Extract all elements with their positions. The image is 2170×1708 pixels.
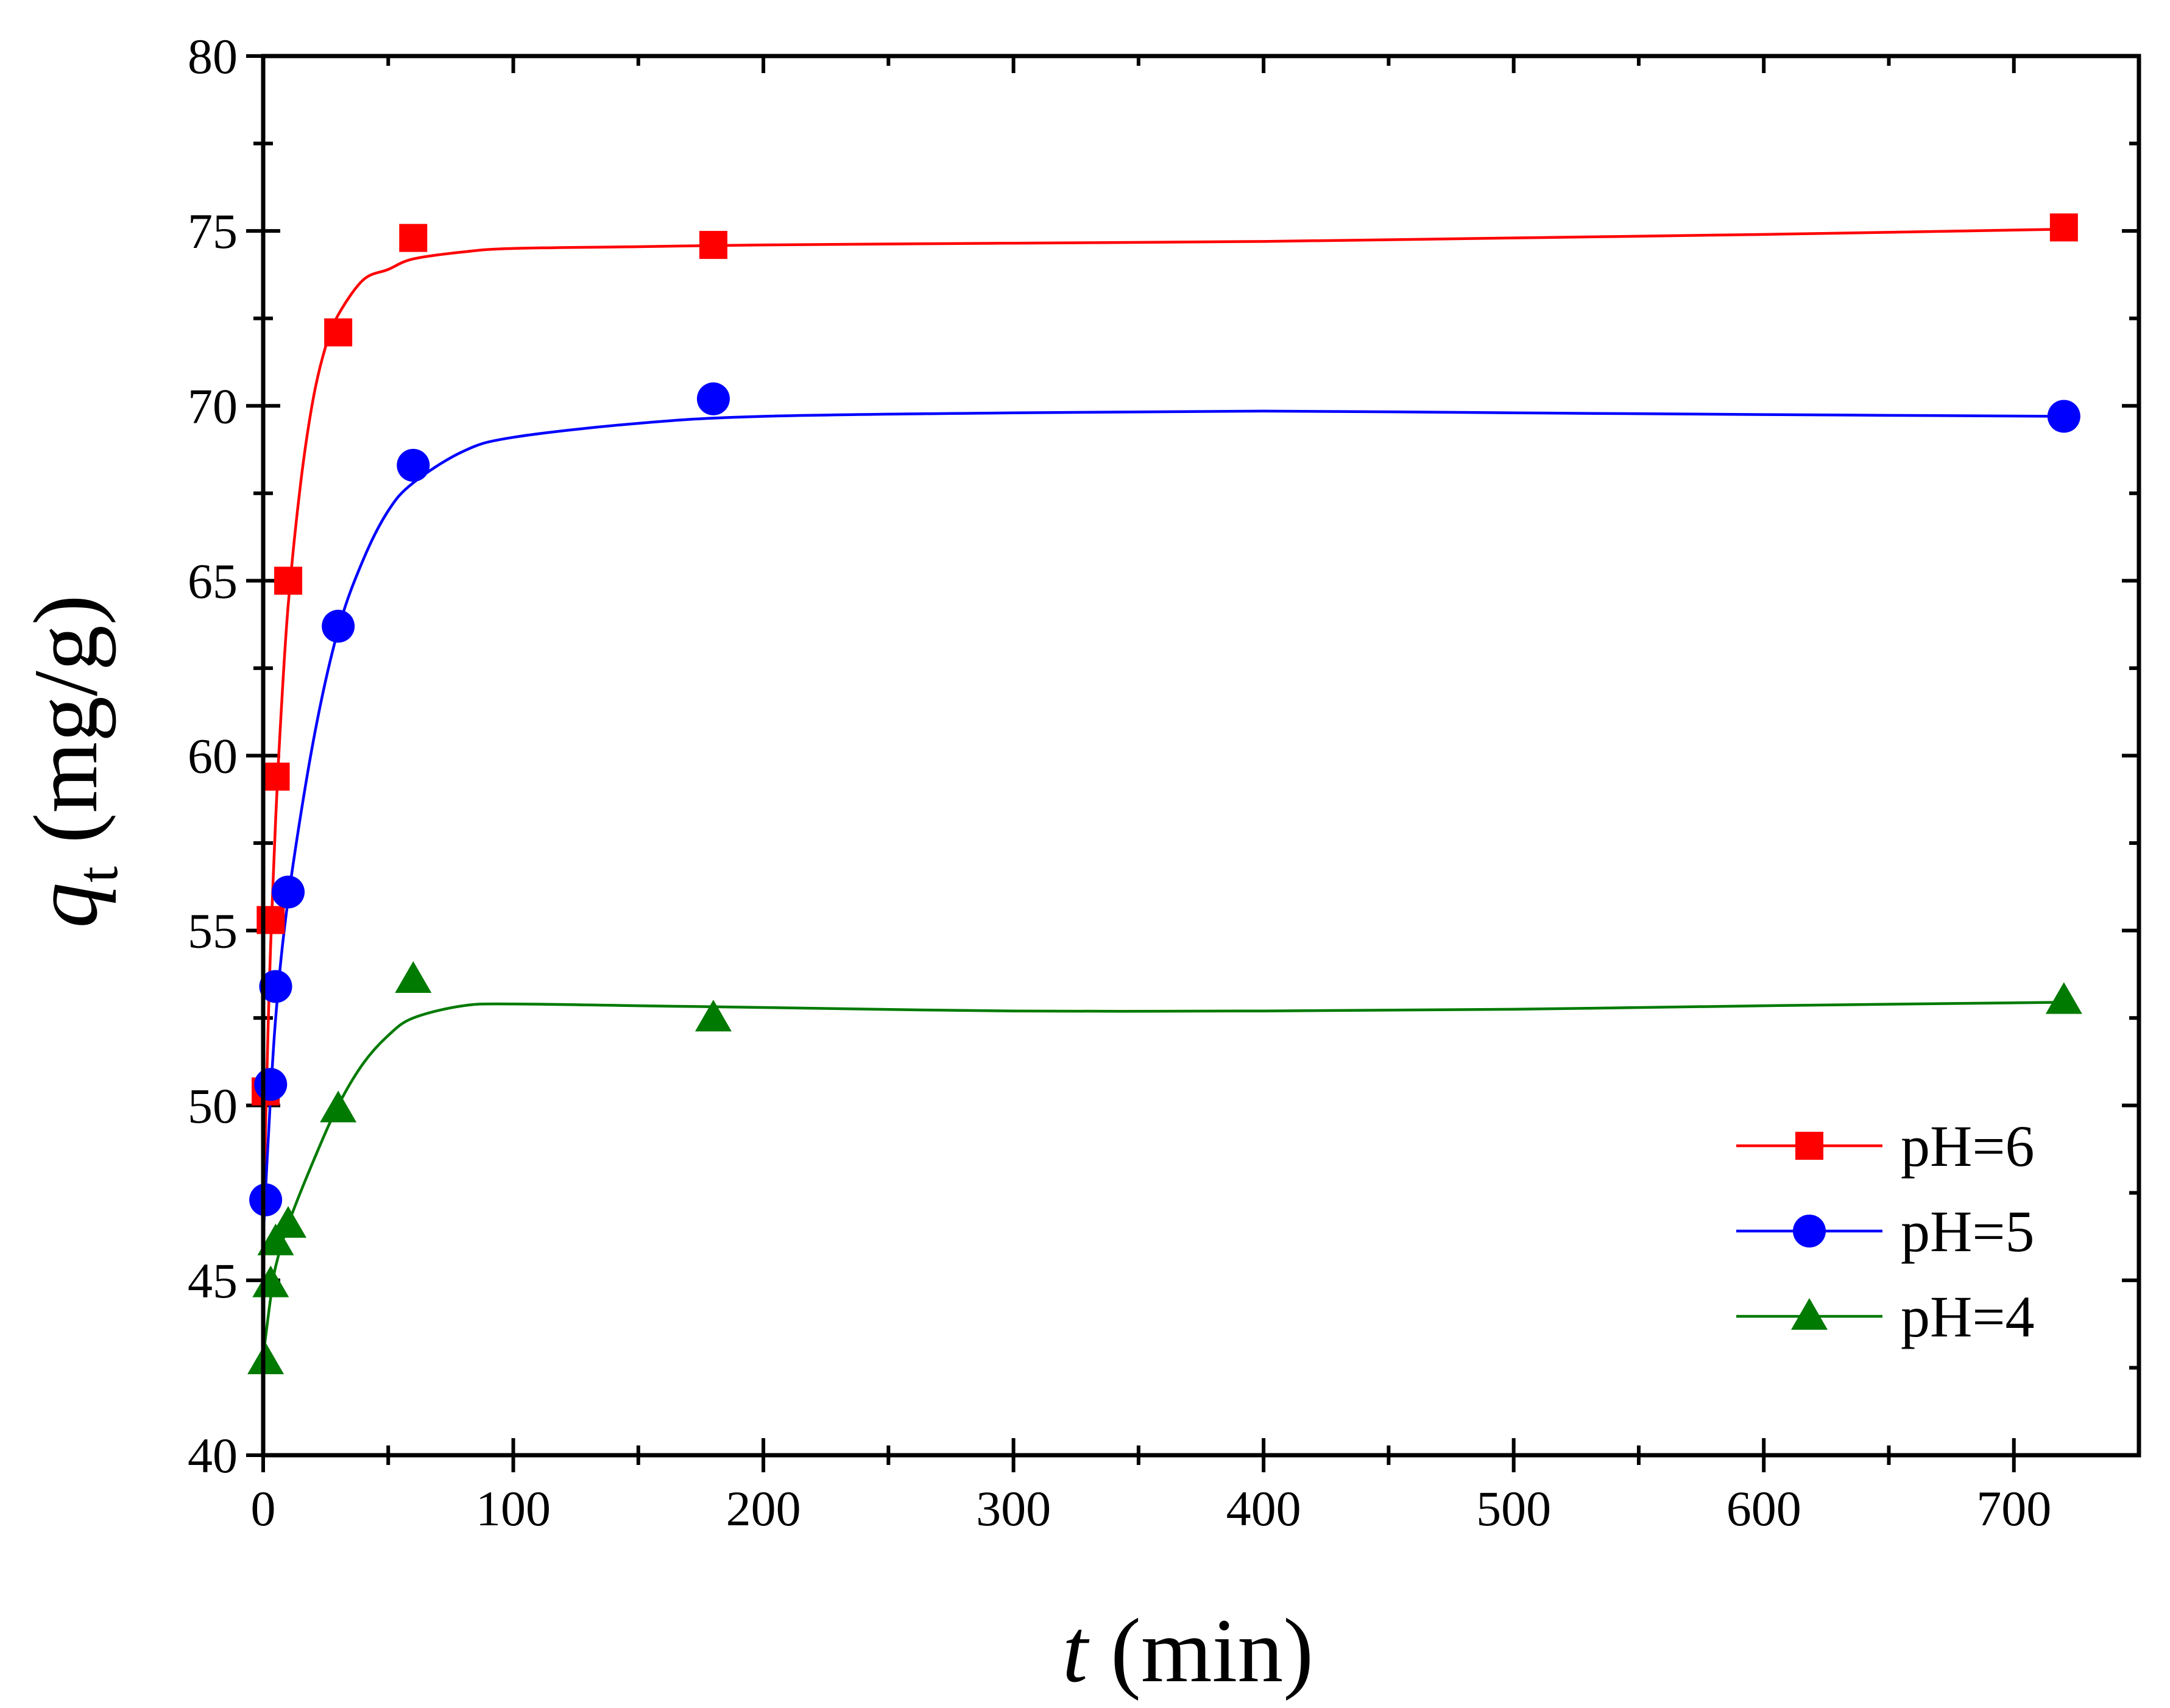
- legend-marker-ph6: [1795, 1132, 1823, 1160]
- y-axis-var: q: [15, 883, 116, 928]
- legend-marker-ph4: [1791, 1298, 1828, 1330]
- data-point-ph4: [395, 961, 432, 993]
- y-tick-label: 60: [188, 729, 238, 784]
- data-markers: [247, 213, 2082, 1374]
- x-tick-label: 600: [1726, 1481, 1801, 1536]
- y-tick-label: 50: [188, 1078, 238, 1134]
- data-point-ph5: [272, 875, 305, 909]
- data-point-ph4: [320, 1090, 357, 1123]
- legend-marker-shape-ph4: [1791, 1298, 1828, 1330]
- data-point-ph5: [2047, 400, 2080, 433]
- y-tick-label: 75: [188, 203, 238, 259]
- data-point-ph4: [2045, 982, 2082, 1014]
- legend-label-ph4: pH=4: [1901, 1284, 2034, 1349]
- legend-marker-shape-ph6: [1795, 1132, 1823, 1160]
- fit-line-ph4: [261, 1001, 2064, 1358]
- data-point-ph5: [249, 1183, 283, 1216]
- fit-line-ph6: [261, 228, 2064, 1228]
- legend-entry-ph5: pH=5: [1736, 1199, 2034, 1264]
- data-point-ph6: [261, 762, 290, 791]
- legend-label-ph5: pH=5: [1901, 1199, 2034, 1264]
- legend-entry-ph6: pH=6: [1736, 1113, 2034, 1179]
- data-point-ph4: [270, 1205, 307, 1238]
- x-axis-unit: (min): [1087, 1600, 1313, 1701]
- data-point-ph6: [399, 224, 428, 252]
- data-point-ph6: [256, 906, 285, 934]
- data-point-ph4: [247, 1342, 285, 1374]
- legend-marker-shape-ph5: [1793, 1215, 1826, 1247]
- major-ticks: [246, 54, 2139, 1472]
- y-tick-label: 40: [188, 1428, 238, 1483]
- legend-marker-ph5: [1793, 1215, 1826, 1247]
- y-tick-label: 80: [188, 29, 238, 84]
- plot-frame: [261, 54, 2141, 1458]
- y-tick-label: 45: [188, 1253, 238, 1308]
- x-axis-title: t (min): [1062, 1600, 1313, 1701]
- data-point-ph6: [699, 231, 727, 259]
- x-tick-label: 0: [251, 1481, 276, 1536]
- x-tick-label: 400: [1226, 1481, 1301, 1536]
- y-tick-label: 70: [188, 378, 238, 434]
- y-axis-title-group: qt (mg/g): [15, 595, 130, 928]
- data-point-ph4: [257, 1223, 294, 1255]
- data-point-ph4: [694, 1000, 732, 1032]
- data-point-ph5: [254, 1068, 288, 1101]
- y-axis-unit: (mg/g): [15, 595, 116, 866]
- data-point-ph5: [397, 448, 430, 482]
- y-axis-title: qt (mg/g): [15, 595, 130, 928]
- data-point-ph6: [324, 318, 353, 347]
- y-tick-label: 55: [188, 903, 238, 959]
- x-tick-label: 500: [1476, 1481, 1551, 1536]
- legend-label-ph6: pH=6: [1901, 1113, 2034, 1179]
- data-point-ph5: [322, 610, 355, 643]
- data-point-ph5: [259, 970, 292, 1003]
- x-tick-label: 100: [476, 1481, 551, 1536]
- y-axis-subscript: t: [65, 866, 130, 883]
- x-tick-label: 300: [976, 1481, 1051, 1536]
- y-tick-label: 65: [188, 553, 238, 609]
- x-tick-label: 200: [726, 1481, 801, 1536]
- legend: pH=6 pH=5 pH=4: [1736, 1113, 2034, 1349]
- x-tick-label: 700: [1976, 1481, 2051, 1536]
- tick-labels: 0 100 200 300 400 500 600 700 40 45 50 55 60 65 70 75 80: [188, 29, 2051, 1536]
- data-point-ph6: [274, 566, 303, 595]
- data-point-ph5: [696, 382, 730, 415]
- legend-entry-ph4: pH=4: [1736, 1284, 2034, 1349]
- x-axis-var: t: [1062, 1600, 1090, 1701]
- data-point-ph6: [2049, 213, 2078, 242]
